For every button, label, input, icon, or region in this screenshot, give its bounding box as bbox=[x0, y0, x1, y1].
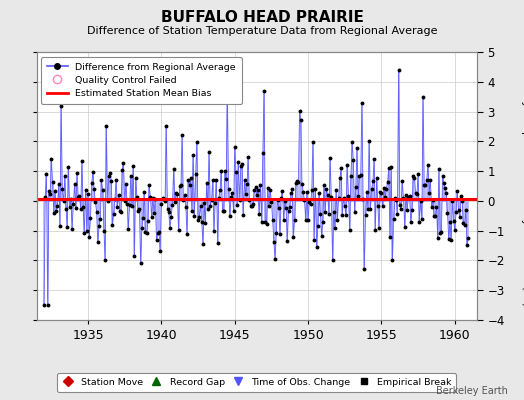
Text: Difference of Station Temperature Data from Regional Average: Difference of Station Temperature Data f… bbox=[87, 26, 437, 36]
Legend: Station Move, Record Gap, Time of Obs. Change, Empirical Break: Station Move, Record Gap, Time of Obs. C… bbox=[58, 373, 456, 392]
Y-axis label: Monthly Temperature Anomaly Difference (°C): Monthly Temperature Anomaly Difference (… bbox=[521, 65, 524, 307]
Text: Berkeley Earth: Berkeley Earth bbox=[436, 386, 508, 396]
Text: BUFFALO HEAD PRAIRIE: BUFFALO HEAD PRAIRIE bbox=[160, 10, 364, 25]
